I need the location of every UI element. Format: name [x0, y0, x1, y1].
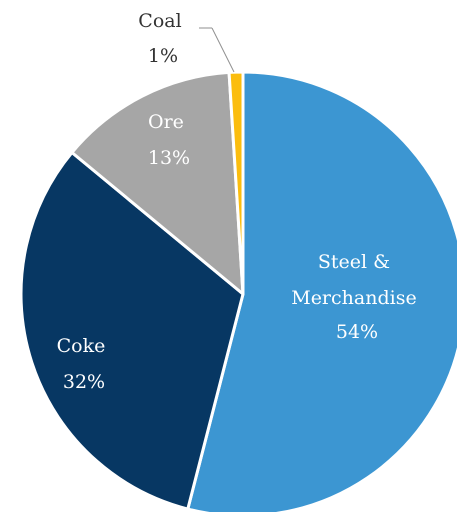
coke-label: Coke 32% — [57, 335, 112, 393]
pie-slice-steel-merchandise — [186, 70, 457, 512]
coke-label-text: Coke — [57, 335, 106, 357]
pie-slice-ore — [70, 70, 245, 296]
pie-slices — [19, 70, 457, 512]
coal-label: Coal 1% — [138, 10, 187, 67]
pie-slice-coke — [19, 150, 245, 511]
coal-label-text: Coal — [138, 10, 181, 32]
steel-merchandise-label-line2: Merchandise — [291, 287, 416, 309]
ore-percent-label: 13% — [148, 147, 190, 169]
steel-merchandise-label-line1: Steel & — [318, 251, 390, 273]
ore-label-text: Ore — [148, 111, 184, 133]
pie-slice-coal — [227, 70, 245, 296]
coke-percent-label: 32% — [63, 371, 105, 393]
coal-percent-label: 1% — [148, 45, 178, 67]
ore-label: Ore 13% — [148, 111, 190, 169]
coal-leader-line — [211, 27, 235, 73]
steel-merchandise-label: Steel & Merchandise 54% — [291, 251, 423, 343]
steel-merchandise-percent-label: 54% — [336, 321, 378, 343]
